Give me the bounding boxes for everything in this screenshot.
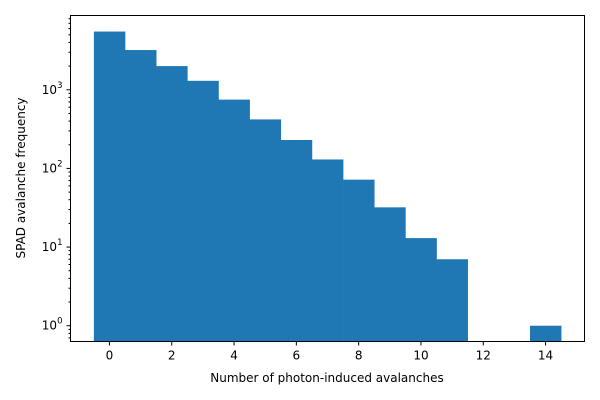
histogram-bar	[529, 325, 562, 342]
x-tick-label: 8	[355, 349, 363, 363]
x-tick-label: 6	[293, 349, 301, 363]
plot-frame	[70, 15, 585, 342]
histogram-bar	[280, 139, 313, 342]
histogram-bar	[156, 66, 188, 342]
ticks-group: 0 2 4 6 8 10 12 14 100 101 102 103	[42, 18, 553, 363]
histogram-bar	[405, 238, 437, 342]
histogram-bar	[343, 179, 375, 342]
x-tick-label: 4	[230, 349, 238, 363]
x-tick-label: 10	[413, 349, 428, 363]
histogram-bar	[125, 50, 157, 342]
histogram-bar	[311, 159, 344, 342]
bars-group	[93, 31, 562, 342]
histogram-bar	[374, 207, 406, 342]
y-tick-label: 101	[42, 238, 63, 254]
y-tick-label: 102	[42, 159, 63, 175]
y-tick-label: 100	[42, 317, 63, 333]
x-tick-label: 0	[106, 349, 114, 363]
x-tick-label: 14	[538, 349, 553, 363]
histogram-bar	[218, 99, 250, 342]
y-tick-label: 103	[42, 81, 63, 97]
histogram-bar	[249, 119, 282, 342]
histogram-bar	[187, 80, 219, 342]
histogram-bar	[436, 259, 468, 342]
x-tick-label: 12	[476, 349, 491, 363]
y-axis-label: SPAD avalanche frequency	[14, 97, 28, 258]
x-tick-label: 2	[168, 349, 176, 363]
x-axis-label: Number of photon-induced avalanches	[210, 371, 443, 385]
histogram-bar	[93, 31, 126, 342]
